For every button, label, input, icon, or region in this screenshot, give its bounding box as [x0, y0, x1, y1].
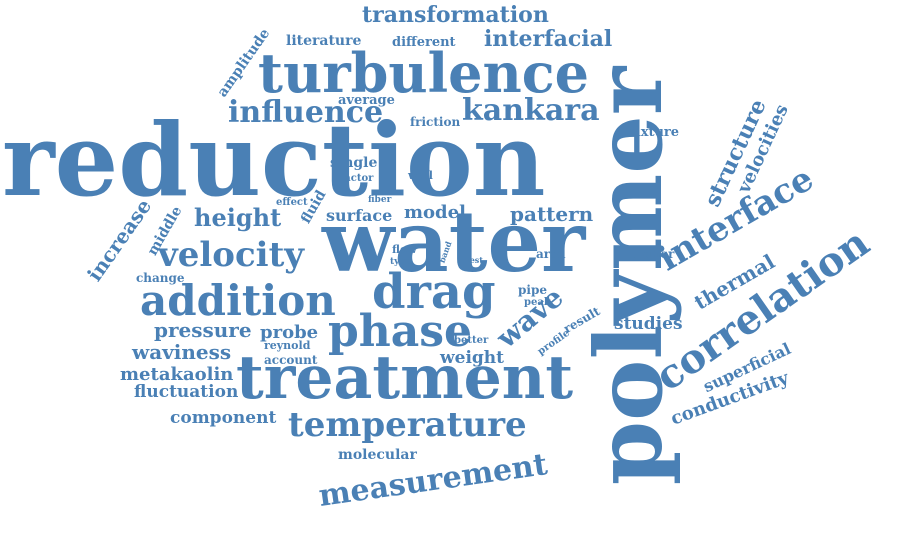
word-peak: peak: [524, 297, 551, 308]
word-surface: surface: [326, 206, 393, 225]
word-velocity: velocity: [158, 235, 305, 275]
word-probe: probe: [260, 322, 319, 343]
word-influence: influence: [228, 95, 384, 130]
word-studies: studies: [614, 314, 683, 334]
word-average: average: [338, 93, 395, 108]
word-change: change: [136, 271, 185, 285]
word-effect: effect: [276, 197, 308, 208]
word-account: account: [264, 353, 318, 367]
word-pressure: pressure: [154, 318, 252, 342]
word-pattern: pattern: [510, 202, 594, 226]
word-drag: drag: [372, 264, 496, 320]
word-metakaolin: metakaolin: [120, 364, 234, 385]
word-single: single: [330, 155, 378, 171]
word-literature: literature: [286, 33, 362, 49]
word-turbulence: turbulence: [258, 41, 590, 105]
word-phase: phase: [328, 306, 473, 357]
word-component: component: [170, 408, 277, 428]
word-treatment: treatment: [236, 343, 574, 413]
word-different: different: [392, 35, 456, 50]
word-reduction: reduction: [2, 101, 546, 219]
word-interfacial: interfacial: [484, 26, 613, 52]
word-test: test: [466, 255, 483, 265]
word-better: better: [454, 335, 489, 346]
word-mixture: mixture: [622, 125, 680, 140]
word-model: model: [404, 202, 466, 223]
word-height: height: [194, 203, 282, 232]
word-reynold: reynold: [264, 339, 311, 352]
word-fiber: fiber: [368, 195, 392, 205]
word-kankara: kankara: [462, 93, 600, 128]
word-flow: flow: [392, 243, 417, 256]
word-addition: addition: [140, 276, 336, 325]
word-factor: factor: [340, 173, 374, 184]
word-friction: friction: [410, 115, 461, 129]
word-water: water: [322, 192, 586, 291]
word-molecular: molecular: [338, 447, 417, 463]
word-temperature: temperature: [288, 405, 527, 445]
word-wall: wall: [408, 169, 433, 182]
word-higher: higher: [630, 247, 675, 261]
word-transformation: transformation: [362, 2, 549, 28]
word-fluctuation: fluctuation: [134, 382, 239, 402]
word-pipe: pipe: [518, 283, 547, 297]
word-area: area: [536, 247, 566, 261]
word-weight: weight: [440, 348, 505, 368]
word-type: type: [390, 257, 412, 267]
word-waviness: waviness: [132, 340, 232, 364]
